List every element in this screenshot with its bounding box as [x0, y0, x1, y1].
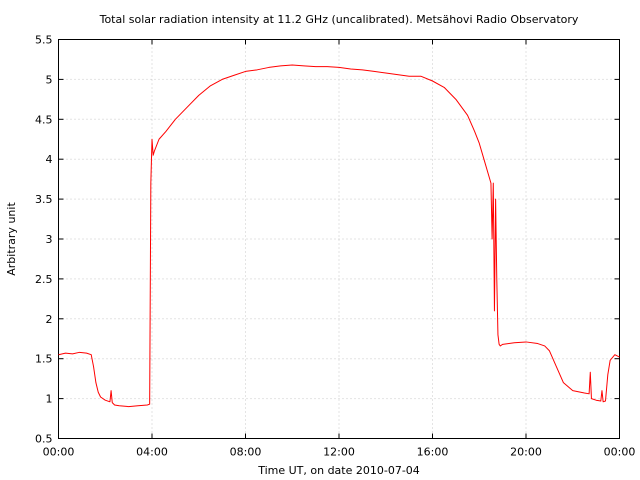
y-tick-label: 5: [46, 73, 53, 86]
ticks: 00:00 04:00 08:00 12:00 16:00 20:00 00:000.511…: [35, 34, 635, 459]
x-axis-label: Time UT, on date 2010-07-04: [257, 464, 420, 477]
y-tick-label: 2: [46, 313, 53, 326]
grid: [58, 39, 620, 439]
y-tick-label: 1.5: [35, 353, 53, 366]
y-axis-label: Arbitrary unit: [5, 202, 18, 276]
x-tick-label: 20:00: [510, 446, 542, 459]
x-tick-label: 00:00: [43, 446, 75, 459]
series-line: [58, 64, 620, 408]
y-tick-label: 4.5: [35, 113, 53, 126]
x-tick-label: 08:00: [230, 446, 262, 459]
y-tick-label: 2.5: [35, 273, 53, 286]
y-tick-label: 1: [46, 393, 53, 406]
x-tick-label: 16:00: [417, 446, 449, 459]
x-tick-label: 04:00: [136, 446, 168, 459]
y-tick-label: 0.5: [35, 433, 53, 446]
y-tick-label: 5.5: [35, 34, 53, 47]
y-tick-label: 3.5: [35, 193, 53, 206]
x-tick-label: 00:00: [604, 446, 636, 459]
y-tick-label: 3: [46, 233, 53, 246]
x-tick-label: 12:00: [323, 446, 355, 459]
y-tick-label: 4: [46, 153, 53, 166]
chart-title: Total solar radiation intensity at 11.2 …: [99, 13, 579, 26]
series-group: [58, 64, 620, 408]
